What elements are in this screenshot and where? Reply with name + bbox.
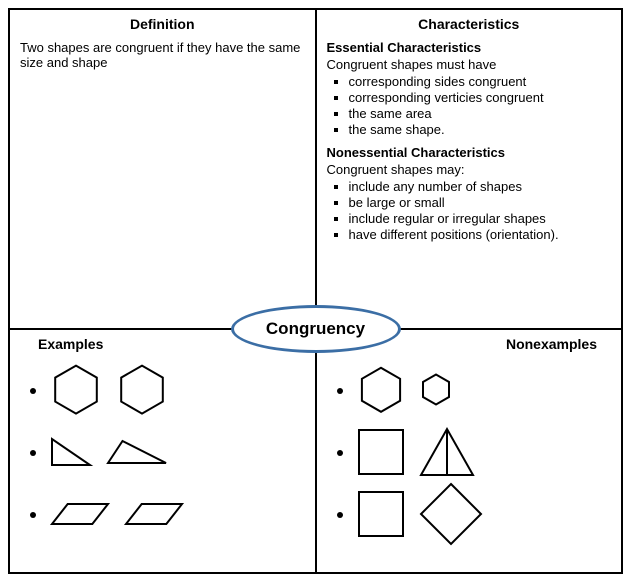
- shape: [419, 374, 453, 408]
- shape-row: [327, 484, 612, 546]
- essential-list: corresponding sides congruentcorrespondi…: [327, 74, 612, 137]
- shape: [357, 368, 405, 415]
- shape: [357, 428, 405, 479]
- shape: [419, 482, 483, 549]
- square-icon: [357, 490, 405, 538]
- bullet-dot: [337, 450, 343, 456]
- bullet-dot: [30, 388, 36, 394]
- shape: [124, 502, 184, 529]
- examples-quadrant: Examples: [9, 329, 316, 573]
- list-item: corresponding sides congruent: [349, 74, 612, 89]
- characteristics-quadrant: Characteristics Essential Characteristic…: [316, 9, 623, 329]
- list-item: corresponding verticies congruent: [349, 90, 612, 105]
- list-item: have different positions (orientation).: [349, 227, 612, 242]
- nonessential-intro: Congruent shapes may:: [327, 162, 612, 177]
- shape: [116, 366, 168, 416]
- shape-row: [20, 422, 305, 484]
- shape: [357, 490, 405, 541]
- hexagon-icon: [50, 366, 102, 413]
- list-item: include regular or irregular shapes: [349, 211, 612, 226]
- nonexamples-rows: [327, 360, 612, 546]
- shape: [50, 502, 110, 529]
- list-item: be large or small: [349, 195, 612, 210]
- essential-intro: Congruent shapes must have: [327, 57, 612, 72]
- shape: [50, 437, 92, 470]
- right-triangle-icon: [50, 437, 92, 467]
- shape-row: [327, 360, 612, 422]
- nonexamples-quadrant: Nonexamples: [316, 329, 623, 573]
- bullet-dot: [30, 512, 36, 518]
- list-item: the same shape.: [349, 122, 612, 137]
- shape-row: [327, 422, 612, 484]
- nonessential-subhead: Nonessential Characteristics: [327, 145, 612, 160]
- shape: [106, 439, 168, 468]
- diamond-icon: [419, 482, 483, 546]
- list-item: include any number of shapes: [349, 179, 612, 194]
- list-item: the same area: [349, 106, 612, 121]
- center-concept-label: Congruency: [266, 319, 365, 339]
- hexagon-icon: [116, 366, 168, 413]
- center-concept-oval: Congruency: [231, 305, 401, 353]
- shape: [419, 427, 475, 480]
- shape-row: [20, 360, 305, 422]
- definition-quadrant: Definition Two shapes are congruent if t…: [9, 9, 316, 329]
- square-icon: [357, 428, 405, 476]
- definition-title: Definition: [20, 16, 305, 32]
- bullet-dot: [30, 450, 36, 456]
- frayer-model: Definition Two shapes are congruent if t…: [8, 8, 623, 574]
- hexagon-icon: [419, 374, 453, 405]
- nonessential-list: include any number of shapesbe large or …: [327, 179, 612, 242]
- iso-triangle-icon: [419, 427, 475, 477]
- bullet-dot: [337, 388, 343, 394]
- scalene-triangle-icon: [106, 439, 168, 465]
- shape: [50, 366, 102, 416]
- bullet-dot: [337, 512, 343, 518]
- characteristics-title: Characteristics: [327, 16, 612, 32]
- hexagon-icon: [357, 368, 405, 412]
- examples-rows: [20, 360, 305, 546]
- shape-row: [20, 484, 305, 546]
- parallelogram-icon: [124, 502, 184, 526]
- essential-subhead: Essential Characteristics: [327, 40, 612, 55]
- definition-text: Two shapes are congruent if they have th…: [20, 40, 305, 70]
- parallelogram-icon: [50, 502, 110, 526]
